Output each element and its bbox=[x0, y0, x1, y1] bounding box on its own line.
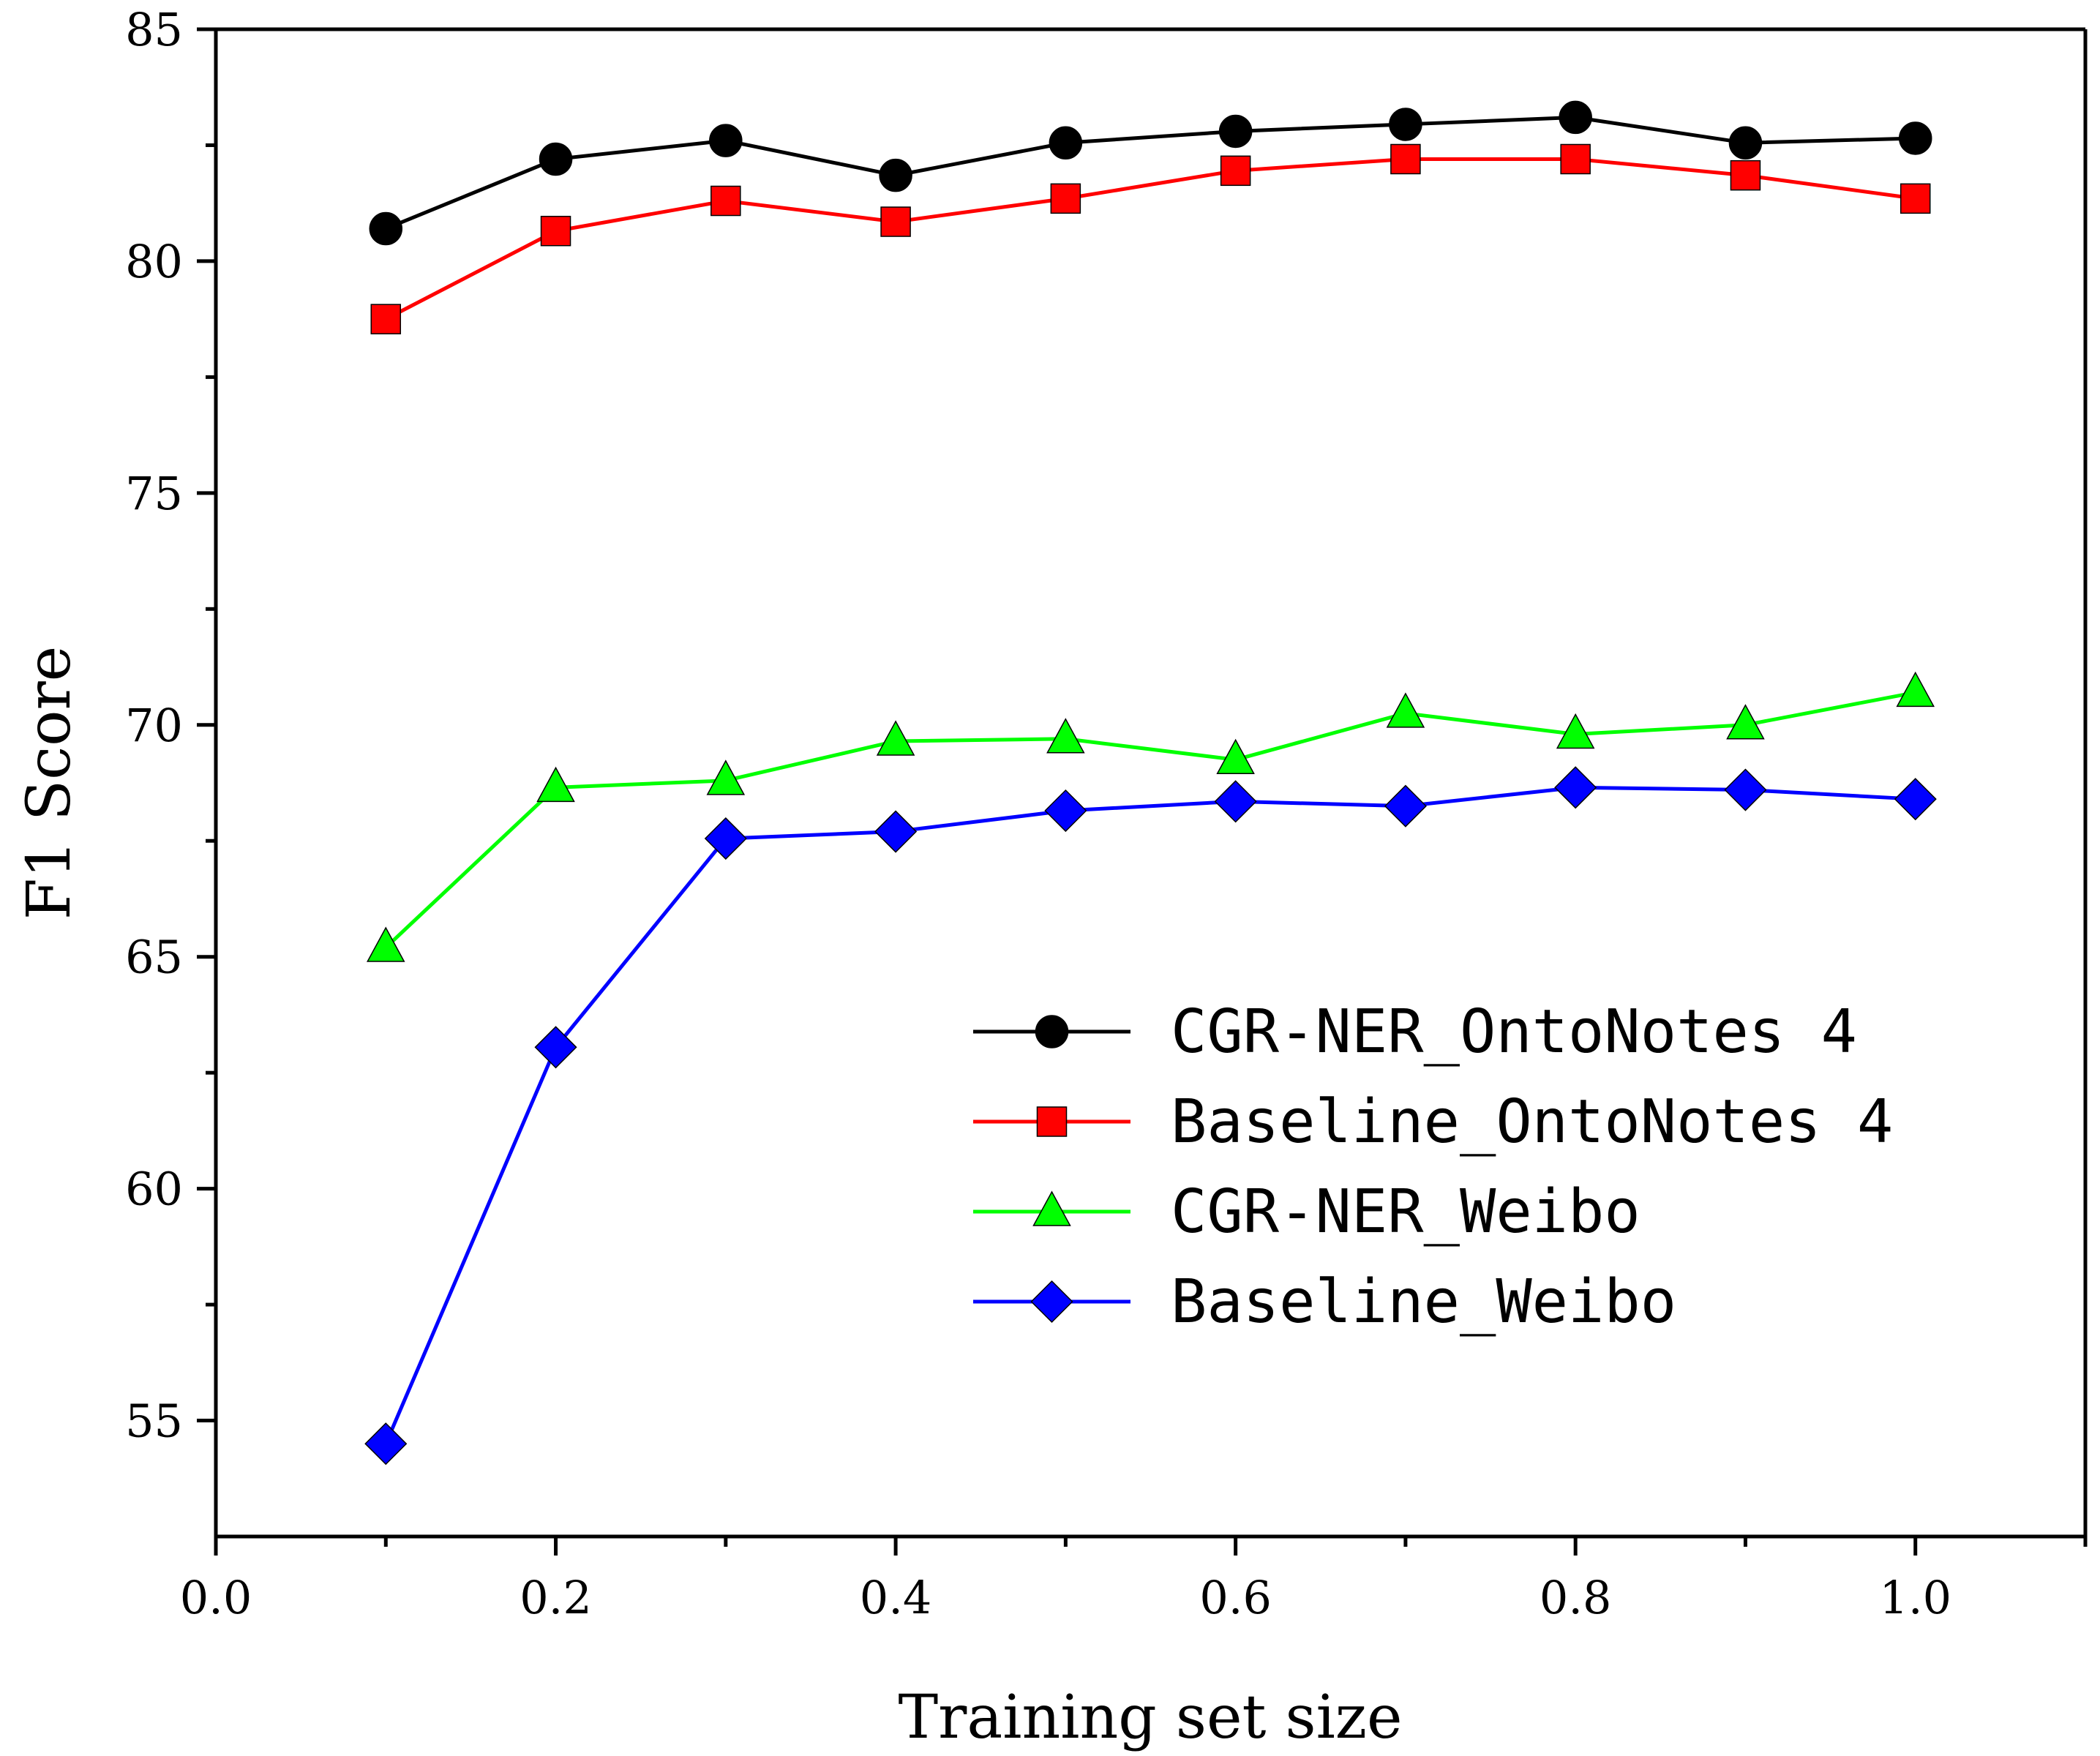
series-0-point-9 bbox=[1898, 121, 1932, 155]
series-2-point-2 bbox=[706, 759, 746, 795]
y-tick-label-1: 60 bbox=[125, 1163, 183, 1216]
series-2-point-4 bbox=[1046, 718, 1085, 754]
y-tick-label-3: 70 bbox=[125, 699, 183, 752]
series-0-point-7 bbox=[1559, 100, 1592, 135]
series-1-point-6 bbox=[1390, 143, 1421, 175]
series-0-point-1 bbox=[539, 142, 573, 176]
series-1-point-7 bbox=[1560, 143, 1591, 175]
series-2-point-7 bbox=[1556, 713, 1595, 749]
x-tick-label-3: 0.6 bbox=[1199, 1571, 1272, 1624]
data-series bbox=[364, 100, 1937, 1466]
series-1-point-3 bbox=[880, 206, 911, 237]
series-0-point-5 bbox=[1218, 114, 1253, 149]
series-0-point-3 bbox=[879, 158, 912, 192]
series-3-point-6 bbox=[1384, 784, 1427, 828]
legend-label-0: CGR-NER_OntoNotes 4 bbox=[1171, 997, 1857, 1067]
series-3-point-8 bbox=[1724, 768, 1767, 811]
series-line-1 bbox=[385, 157, 1916, 321]
series-0 bbox=[369, 100, 1932, 246]
series-3-point-7 bbox=[1554, 766, 1597, 809]
series-1 bbox=[370, 143, 1931, 334]
series-1-point-1 bbox=[540, 215, 571, 247]
y-tick-label-2: 65 bbox=[125, 931, 183, 984]
series-2-point-9 bbox=[1896, 671, 1935, 708]
legend-marker-1 bbox=[1036, 1106, 1068, 1137]
legend-marker-3 bbox=[1030, 1280, 1073, 1324]
series-2-point-8 bbox=[1726, 704, 1765, 740]
series-2-point-0 bbox=[367, 926, 405, 962]
series-3-point-3 bbox=[874, 810, 918, 853]
series-2-point-1 bbox=[536, 766, 575, 803]
legend-label-1: Baseline_OntoNotes 4 bbox=[1171, 1087, 1893, 1157]
axes bbox=[214, 27, 2088, 1539]
series-1-point-0 bbox=[370, 304, 402, 334]
series-0-point-8 bbox=[1728, 126, 1763, 160]
y-tick-label-0: 55 bbox=[125, 1395, 183, 1448]
legend-label-2: CGR-NER_Weibo bbox=[1171, 1177, 1640, 1247]
series-0-point-4 bbox=[1049, 126, 1083, 160]
x-axis-title: Training set size bbox=[898, 1683, 1402, 1752]
series-3-point-2 bbox=[704, 817, 747, 860]
legend: CGR-NER_OntoNotes 4 Baseline_OntoNotes 4 C… bbox=[973, 997, 1893, 1337]
series-line-0 bbox=[385, 115, 1916, 230]
x-tick-label-5: 1.0 bbox=[1879, 1571, 1951, 1624]
y-tick-label-5: 80 bbox=[125, 235, 183, 288]
series-3-point-1 bbox=[534, 1026, 577, 1069]
legend-label-3: Baseline_Weibo bbox=[1171, 1267, 1676, 1337]
series-1-point-5 bbox=[1220, 155, 1251, 187]
series-3-point-5 bbox=[1214, 780, 1257, 823]
series-0-point-6 bbox=[1389, 108, 1422, 141]
series-3-point-0 bbox=[364, 1422, 408, 1466]
x-tick-label-0: 0.0 bbox=[180, 1571, 252, 1624]
legend-item-1: Baseline_OntoNotes 4 bbox=[973, 1087, 1893, 1157]
legend-marker-0 bbox=[1035, 1015, 1069, 1048]
series-3-point-4 bbox=[1044, 789, 1087, 833]
legend-item-3: Baseline_Weibo bbox=[973, 1267, 1676, 1337]
series-2-point-6 bbox=[1386, 692, 1425, 728]
series-3 bbox=[364, 766, 1937, 1466]
series-1-point-9 bbox=[1900, 183, 1931, 214]
series-2-point-3 bbox=[876, 720, 915, 756]
axis-ticks: 0.0 0.2 0.4 0.6 0.8 1.0 55 60 65 70 75 80 85 bbox=[125, 3, 2088, 1624]
series-1-point-4 bbox=[1050, 183, 1081, 214]
series-2-point-5 bbox=[1216, 738, 1255, 775]
x-tick-label-4: 0.8 bbox=[1540, 1571, 1612, 1624]
series-0-point-0 bbox=[369, 211, 403, 246]
x-tick-label-1: 0.2 bbox=[520, 1571, 592, 1624]
x-tick-label-2: 0.4 bbox=[860, 1571, 932, 1624]
series-1-point-2 bbox=[710, 185, 741, 217]
series-line-3 bbox=[383, 785, 1916, 1445]
y-axis-title: F1 Score bbox=[15, 646, 84, 920]
legend-item-2: CGR-NER_Weibo bbox=[973, 1177, 1640, 1247]
series-0-point-2 bbox=[709, 124, 743, 157]
series-line-2 bbox=[384, 690, 1916, 949]
y-tick-label-4: 75 bbox=[125, 467, 183, 520]
series-2 bbox=[367, 671, 1935, 962]
y-tick-label-6: 85 bbox=[125, 3, 183, 56]
series-3-point-9 bbox=[1894, 778, 1937, 821]
legend-marker-2 bbox=[1032, 1190, 1071, 1226]
series-1-point-8 bbox=[1730, 160, 1761, 191]
legend-item-0: CGR-NER_OntoNotes 4 bbox=[973, 997, 1857, 1067]
